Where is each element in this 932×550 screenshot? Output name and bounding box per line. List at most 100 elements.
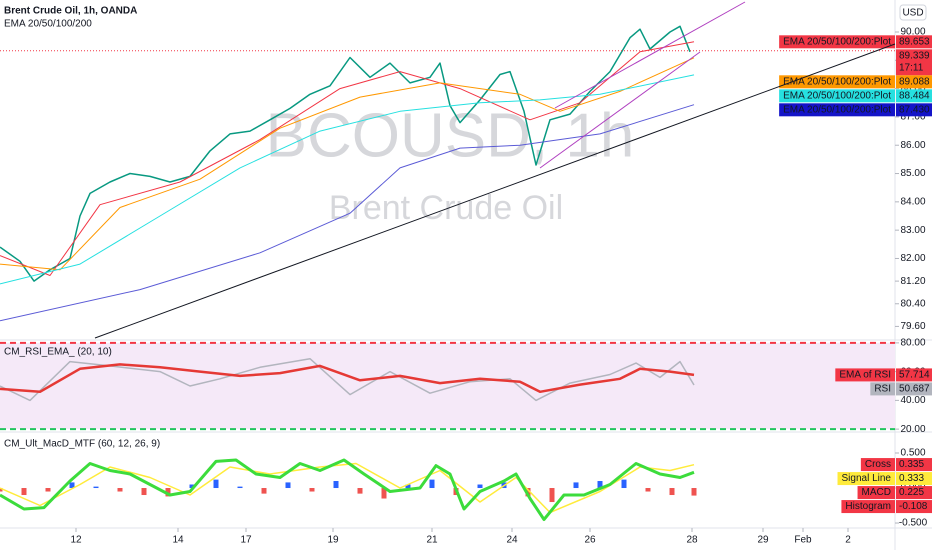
watermark-name: Brent Crude Oil xyxy=(329,189,563,227)
histogram-bar xyxy=(69,482,75,489)
tag-label-box xyxy=(835,368,895,382)
tag-label-box xyxy=(779,103,895,117)
histogram-bar xyxy=(141,488,147,496)
histogram-bar xyxy=(621,479,627,489)
histogram-bar xyxy=(333,481,339,489)
price-tag-value: 0.335 xyxy=(899,459,924,470)
series-line xyxy=(0,462,695,514)
price-tag xyxy=(896,103,932,117)
y-tick-label: 86.00 xyxy=(900,140,925,151)
histogram-bar xyxy=(213,479,219,489)
tag-label: RSI xyxy=(874,384,891,395)
channel-line[interactable] xyxy=(554,1,746,109)
series-line xyxy=(0,74,695,285)
histogram-bar xyxy=(237,486,243,489)
histogram-bar xyxy=(573,482,579,489)
x-tick-label: 19 xyxy=(327,535,339,546)
currency-button[interactable] xyxy=(899,4,927,21)
price-tag-value: -0.108 xyxy=(899,501,928,512)
tag-label: Histogram xyxy=(845,501,891,512)
x-tick-label: Feb xyxy=(794,535,812,546)
y-tick-label: 83.00 xyxy=(900,225,925,236)
price-tag xyxy=(896,472,932,486)
trendline[interactable] xyxy=(94,43,896,339)
price-tag xyxy=(896,49,932,76)
series-line xyxy=(0,104,695,322)
price-tag-value: 57.714 xyxy=(899,370,930,381)
price-tag xyxy=(896,458,932,472)
tag-label: EMA 20/50/100/200:Plot xyxy=(783,104,891,115)
histogram-bar xyxy=(189,484,195,489)
histogram-bar xyxy=(429,479,435,489)
histogram-bar xyxy=(261,488,267,494)
histogram-bar xyxy=(597,481,603,489)
y-tick-label: 84.00 xyxy=(900,196,925,207)
tag-label: EMA 20/50/100/200:Plot xyxy=(783,36,891,47)
tag-label-box xyxy=(860,458,895,472)
series-line xyxy=(0,41,695,276)
price-tag-value: 89.339 xyxy=(899,50,930,61)
histogram-bar xyxy=(93,486,99,489)
tag-label: EMA 20/50/100/200:Plot xyxy=(783,76,891,87)
tag-label-box xyxy=(837,472,895,486)
x-tick-label: 26 xyxy=(584,535,596,546)
histogram-bar xyxy=(645,488,651,492)
chart-title: Brent Crude Oil, 1h, OANDA xyxy=(4,6,137,17)
price-tag-value: 0.333 xyxy=(899,473,924,484)
series-line xyxy=(0,363,695,394)
y-tick-label: 90.00 xyxy=(900,27,925,38)
series-line xyxy=(0,458,695,521)
histogram-bar xyxy=(21,488,27,496)
price-tag-value: 89.653 xyxy=(899,36,930,47)
price-tag-value: 88.484 xyxy=(899,90,930,101)
tag-label: EMA 20/50/100/200:Plot xyxy=(783,90,891,101)
x-tick-label: 24 xyxy=(506,535,518,546)
price-tag xyxy=(896,89,932,103)
histogram-bar xyxy=(309,488,315,492)
histogram-bar xyxy=(285,482,291,489)
watermark: BCOUSD, 1h Brent Crude Oil xyxy=(266,101,635,227)
price-tag-value: 87.430 xyxy=(899,104,930,115)
x-tick-label: 29 xyxy=(757,535,769,546)
histogram-bar xyxy=(669,488,675,496)
histogram-bar xyxy=(357,488,363,494)
y-tick-label: 87.00 xyxy=(900,112,925,123)
histogram-bar xyxy=(477,484,483,489)
price-tag xyxy=(896,382,932,396)
tag-label-box xyxy=(779,89,895,103)
price-tag xyxy=(896,75,932,89)
tag-label: Cross xyxy=(865,459,891,470)
y-tick-label: 80.00 xyxy=(900,338,925,349)
rsi-band xyxy=(0,342,895,430)
histogram-bar xyxy=(165,488,171,497)
y-tick-label: 81.20 xyxy=(900,276,925,287)
y-tick-label: -0.500 xyxy=(899,518,928,529)
watermark-symbol: BCOUSD, 1h xyxy=(266,101,635,170)
price-tag xyxy=(896,486,932,500)
price-tag-value: 89.088 xyxy=(899,76,930,87)
tag-label-box xyxy=(779,35,895,49)
histogram-bar xyxy=(0,488,3,492)
y-tick-label: 20.00 xyxy=(900,424,925,435)
tag-label-box xyxy=(857,486,895,500)
x-tick-label: 2 xyxy=(845,535,851,546)
y-tick-label: 85.00 xyxy=(900,168,925,179)
price-tag-value: 50.687 xyxy=(899,384,930,395)
histogram-bar xyxy=(691,488,697,496)
tag-label-box xyxy=(870,382,895,396)
y-tick-label: 88.00 xyxy=(900,83,925,94)
pane-title: CM_Ult_MacD_MTF (60, 12, 26, 9) xyxy=(4,439,160,450)
y-tick-label: 40.00 xyxy=(900,395,925,406)
tag-label-box xyxy=(779,75,895,89)
channel-line[interactable] xyxy=(539,51,701,169)
currency[interactable]: USD xyxy=(902,8,923,19)
countdown: 17:11 xyxy=(899,62,924,73)
series-line xyxy=(0,357,695,402)
price-tag xyxy=(896,368,932,382)
tag-label: EMA of RSI xyxy=(839,370,891,381)
drawings xyxy=(94,1,896,339)
y-tick-label: 80.40 xyxy=(900,298,925,309)
y-tick-label: 0.500 xyxy=(900,448,925,459)
histogram-bar xyxy=(45,488,51,492)
